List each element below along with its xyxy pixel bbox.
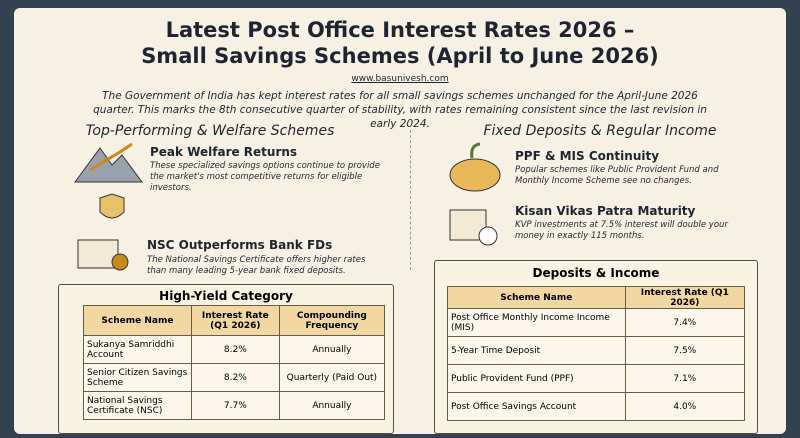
- website: www.basunivesh.com: [351, 74, 449, 84]
- section-heading: Fixed Deposits & Regular Income: [483, 123, 717, 139]
- row: 5-Year Time Deposit 7.5%: [447, 336, 746, 365]
- intro: The Government of India has kept interes…: [93, 90, 707, 130]
- item-text: The National Savings Certificate offers …: [147, 255, 366, 276]
- cell: 8.2%: [190, 363, 280, 392]
- row: Post Office Savings Account 4.0%: [447, 392, 746, 421]
- column-header: Scheme Name: [447, 286, 626, 309]
- column-header: Scheme Name: [83, 305, 192, 336]
- table-title: High-Yield Category: [159, 289, 293, 303]
- divider: [410, 130, 411, 270]
- cell: 7.7%: [190, 391, 280, 420]
- table-card: Deposits & Income Scheme Name Interest Ra…: [434, 260, 758, 434]
- header-row: Scheme Name Interest Rate (Q1 2026) Compou…: [83, 305, 386, 336]
- section-heading: Top-Performing & Welfare Schemes: [85, 123, 335, 139]
- cell: Annually: [278, 391, 386, 420]
- table: Scheme Name Interest Rate (Q1 2026) Post O…: [447, 286, 746, 421]
- cell: 7.5%: [624, 336, 746, 365]
- cell: 7.1%: [624, 364, 746, 393]
- cell: 4.0%: [624, 392, 746, 421]
- row: National Savings Certificate (NSC) 7.7% An…: [83, 391, 386, 420]
- icons: [74, 142, 143, 271]
- item-text: KVP investments at 7.5% interest will do…: [515, 220, 728, 241]
- cell: Quarterly (Paid Out): [278, 363, 386, 392]
- row: Post Office Monthly Income Income (MIS) 7…: [447, 308, 746, 337]
- item-title: Kisan Vikas Patra Maturity: [515, 204, 696, 218]
- cell: 5-Year Time Deposit: [447, 336, 626, 365]
- header-row: Scheme Name Interest Rate (Q1 2026): [447, 286, 746, 309]
- item-text: These specialized savings options contin…: [150, 161, 380, 193]
- cell: Annually: [278, 335, 386, 364]
- cell: Senior Citizen Savings Scheme: [83, 363, 192, 392]
- cell: 7.4%: [624, 308, 746, 337]
- item-title: PPF & MIS Continuity: [515, 149, 660, 163]
- item-title: Peak Welfare Returns: [150, 145, 298, 159]
- row: Senior Citizen Savings Scheme 8.2% Quarter…: [83, 363, 386, 392]
- row: Sukanya Samriddhi Account 8.2% Annually: [83, 335, 386, 364]
- cell: Public Provident Fund (PPF): [447, 364, 626, 393]
- title-line: Latest Post Office Interest Rates 2026 –: [165, 18, 635, 42]
- cell: 8.2%: [190, 335, 280, 364]
- row: Public Provident Fund (PPF) 7.1%: [447, 364, 746, 393]
- cell: Post Office Monthly Income Income (MIS): [447, 308, 626, 337]
- column-header: Interest Rate (Q1 2026): [624, 286, 746, 309]
- column-header: Compounding Frequency: [278, 305, 386, 336]
- column-header: Interest Rate (Q1 2026): [190, 305, 280, 336]
- cell: Sukanya Samriddhi Account: [83, 335, 192, 364]
- title-line: Small Savings Schemes (April to June 202…: [141, 44, 659, 68]
- table-card: High-Yield Category Scheme Name Interest …: [58, 284, 394, 434]
- table-title: Deposits & Income: [532, 266, 660, 280]
- cell: National Savings Certificate (NSC): [83, 391, 192, 420]
- cell: Post Office Savings Account: [447, 392, 626, 421]
- table: Scheme Name Interest Rate (Q1 2026) Compou…: [83, 305, 386, 420]
- item-text: Popular schemes like Public Provident Fu…: [515, 165, 719, 186]
- item-title: NSC Outperforms Bank FDs: [147, 238, 333, 252]
- icons: [449, 142, 501, 246]
